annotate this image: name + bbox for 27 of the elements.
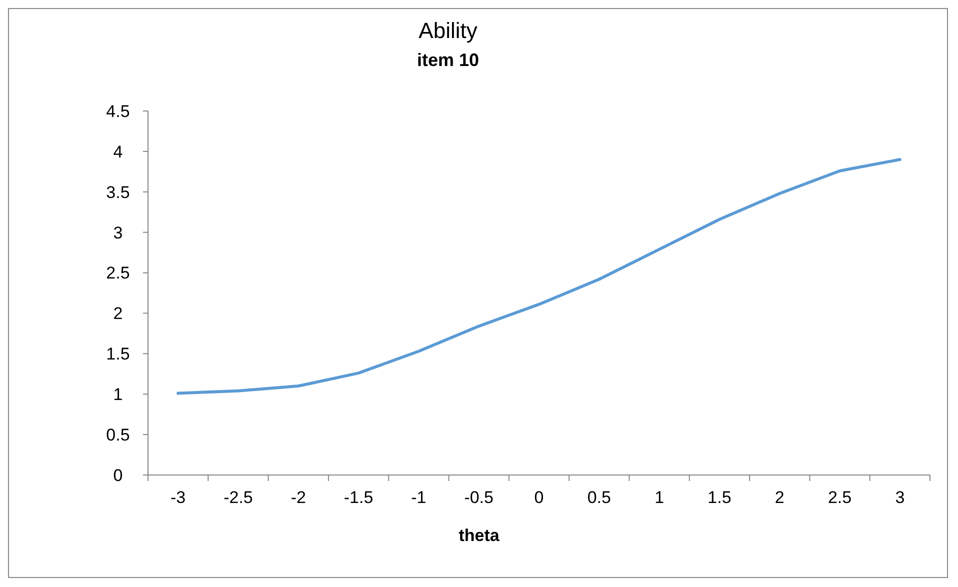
- x-tick-label: -0.5: [464, 488, 494, 507]
- x-tick-label: 2: [774, 488, 784, 507]
- x-tick-label: 0: [534, 488, 544, 507]
- chart-subtitle: item 10: [416, 50, 480, 70]
- x-tick-label: -2.5: [224, 488, 253, 507]
- line-series: [176, 158, 902, 395]
- y-tick-label: 2: [113, 304, 123, 324]
- x-tick-label: -1.5: [344, 488, 374, 507]
- y-tick-label: 1.5: [106, 344, 130, 364]
- y-tick-label: 3: [113, 223, 123, 242]
- y-tick-label: 3.5: [106, 182, 130, 202]
- x-tick-label: 3: [895, 488, 905, 507]
- y-tick-label: 1: [113, 385, 123, 404]
- y-tick-label: 0: [113, 466, 123, 485]
- x-tick-label: -3: [170, 488, 186, 507]
- chart-title: Ability: [418, 18, 478, 43]
- x-tick-label: -1: [411, 488, 426, 507]
- x-axis-title: theta: [458, 526, 500, 545]
- y-tick-label: 4: [113, 142, 123, 162]
- y-tick-label: 4.5: [106, 102, 130, 121]
- y-tick-label: 2.5: [106, 264, 130, 283]
- x-tick-label: -2: [290, 488, 306, 507]
- y-tick-label: 0.5: [106, 426, 130, 445]
- x-tick-label: 1: [654, 488, 664, 507]
- x-tick-label: 1.5: [708, 488, 732, 507]
- x-tick-label: 2.5: [828, 488, 852, 507]
- x-tick-label: 0.5: [587, 488, 611, 507]
